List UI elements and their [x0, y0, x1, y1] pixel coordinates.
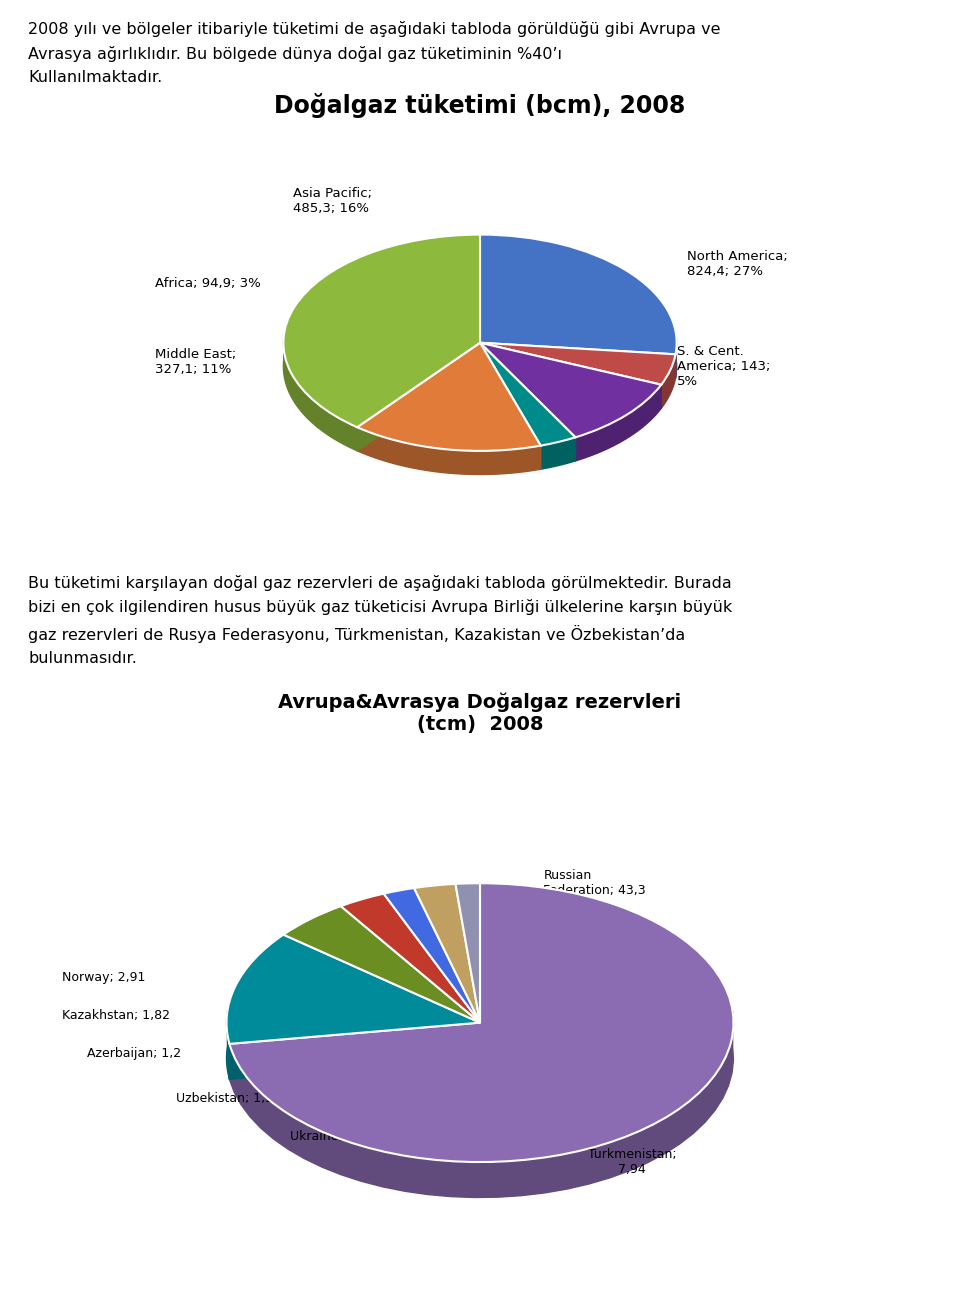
Wedge shape [480, 343, 676, 385]
Polygon shape [357, 343, 480, 451]
Polygon shape [676, 336, 677, 378]
Title: Avrupa&Avrasya Doğalgaz rezervleri
(tcm)  2008: Avrupa&Avrasya Doğalgaz rezervleri (tcm)… [278, 692, 682, 734]
Text: Kazakhstan; 1,82: Kazakhstan; 1,82 [61, 1008, 170, 1022]
Polygon shape [540, 437, 575, 470]
Wedge shape [480, 234, 677, 354]
Wedge shape [283, 234, 480, 428]
Text: Middle East;
327,1; 11%: Middle East; 327,1; 11% [156, 348, 237, 377]
Polygon shape [480, 343, 661, 408]
Polygon shape [480, 343, 540, 470]
Text: 2008 yılı ve bölgeler itibariyle tüketimi de aşağıdaki tabloda görüldüğü gibi Av: 2008 yılı ve bölgeler itibariyle tüketim… [29, 21, 721, 85]
Polygon shape [229, 1023, 480, 1079]
Polygon shape [283, 336, 357, 451]
Wedge shape [283, 906, 480, 1023]
Polygon shape [480, 343, 661, 408]
Text: Ukraine; 0,92: Ukraine; 0,92 [290, 1130, 374, 1143]
Polygon shape [480, 343, 575, 460]
Wedge shape [357, 343, 540, 451]
Text: Norway; 2,91: Norway; 2,91 [61, 971, 145, 984]
Title: Doğalgaz tüketimi (bcm), 2008: Doğalgaz tüketimi (bcm), 2008 [275, 93, 685, 118]
Text: Africa; 94,9; 3%: Africa; 94,9; 3% [156, 277, 261, 290]
Polygon shape [480, 343, 575, 460]
Wedge shape [341, 893, 480, 1023]
Wedge shape [227, 935, 480, 1044]
Text: S. & Cent.
America; 143;
5%: S. & Cent. America; 143; 5% [677, 345, 770, 388]
Polygon shape [575, 385, 661, 460]
Text: Asia Pacific;
485,3; 16%: Asia Pacific; 485,3; 16% [293, 187, 372, 215]
Text: Bu tüketimi karşılayan doğal gaz rezervleri de aşağıdaki tabloda görülmektedir. : Bu tüketimi karşılayan doğal gaz rezervl… [29, 574, 732, 666]
Polygon shape [480, 343, 676, 378]
Wedge shape [229, 883, 733, 1162]
Wedge shape [414, 884, 480, 1023]
Polygon shape [229, 1011, 733, 1198]
Polygon shape [357, 428, 540, 475]
Wedge shape [384, 888, 480, 1023]
Wedge shape [455, 883, 480, 1023]
Text: Uzbekistan; 1,58: Uzbekistan; 1,58 [176, 1092, 281, 1105]
Polygon shape [480, 343, 540, 470]
Text: North America;
824,4; 27%: North America; 824,4; 27% [686, 250, 787, 279]
Wedge shape [480, 343, 661, 437]
Text: Turkmenistan;
7,94: Turkmenistan; 7,94 [588, 1148, 677, 1176]
Polygon shape [229, 1023, 480, 1079]
Wedge shape [480, 343, 575, 446]
Polygon shape [480, 343, 676, 378]
Text: Russian
Federation; 43,3: Russian Federation; 43,3 [543, 870, 646, 897]
Polygon shape [357, 343, 480, 451]
Polygon shape [661, 354, 676, 408]
Text: Azerbaijan; 1,2: Azerbaijan; 1,2 [87, 1046, 181, 1059]
Polygon shape [227, 1011, 229, 1079]
